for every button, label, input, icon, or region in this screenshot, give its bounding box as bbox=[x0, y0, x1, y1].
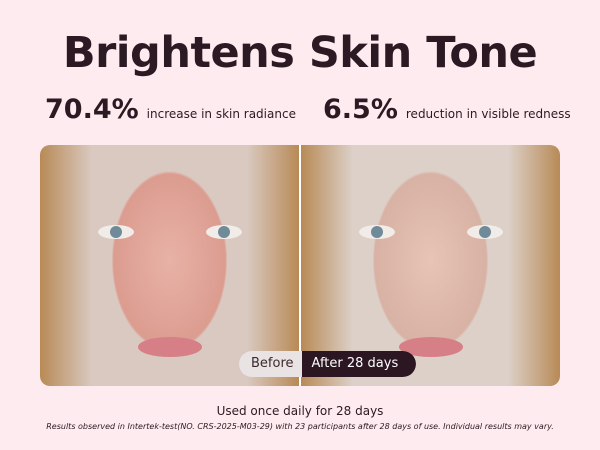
stat-label: increase in skin radiance bbox=[146, 107, 296, 121]
before-after-comparison bbox=[40, 145, 560, 386]
eye bbox=[359, 225, 395, 239]
stat-label: reduction in visible redness bbox=[405, 107, 571, 121]
lips bbox=[137, 337, 202, 357]
eye bbox=[467, 225, 503, 239]
after-photo bbox=[301, 145, 560, 386]
before-photo bbox=[40, 145, 299, 386]
eye bbox=[98, 225, 134, 239]
eye bbox=[206, 225, 242, 239]
before-button[interactable]: Before bbox=[239, 351, 302, 377]
stat-value: 70.4% bbox=[45, 94, 139, 125]
headline: Brightens Skin Tone bbox=[62, 28, 538, 78]
stat-radiance: 70.4% increase in skin radiance bbox=[45, 94, 296, 125]
stat-redness: 6.5% reduction in visible redness bbox=[323, 94, 571, 125]
lips bbox=[398, 337, 463, 357]
stat-value: 6.5% bbox=[323, 94, 398, 125]
usage-text: Used once daily for 28 days bbox=[216, 404, 384, 418]
comparison-divider[interactable] bbox=[299, 145, 301, 386]
before-after-toggle[interactable]: Before After 28 days bbox=[239, 351, 417, 377]
after-button[interactable]: After 28 days bbox=[301, 351, 417, 377]
disclaimer: Results observed in Intertek-test(NO. CR… bbox=[46, 422, 554, 431]
